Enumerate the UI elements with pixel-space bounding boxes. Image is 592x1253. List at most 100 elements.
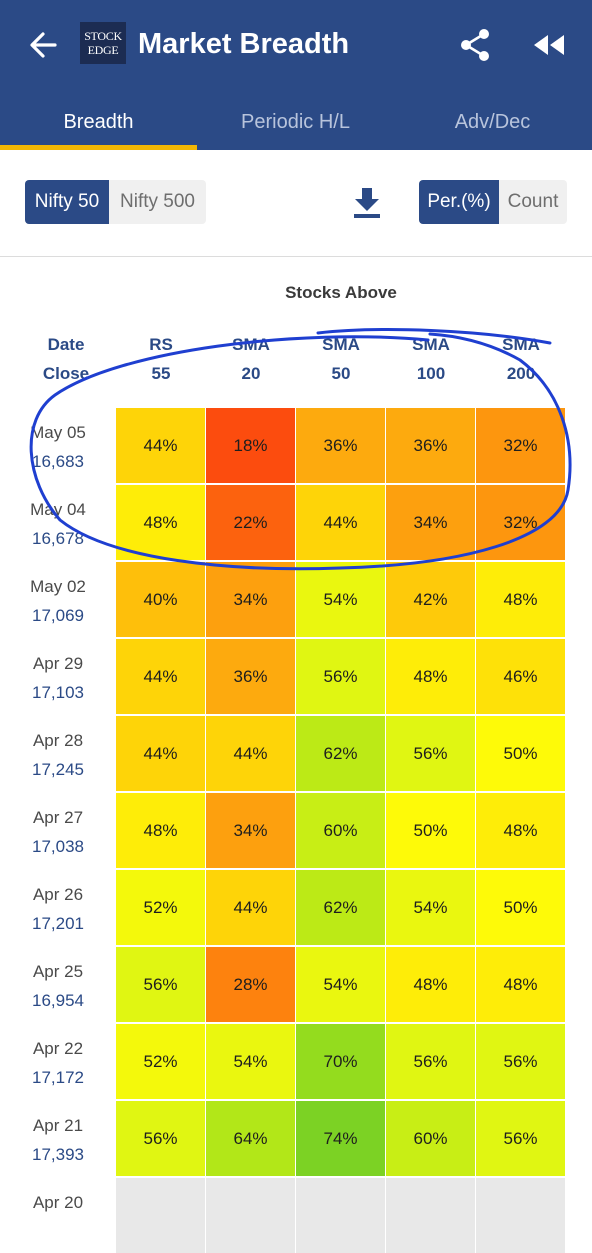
heatmap-cell[interactable]: 60% [386,1101,475,1176]
row-close: 17,201 [32,914,84,933]
heatmap-cell[interactable] [116,1178,205,1253]
count-button[interactable]: Count [499,180,567,224]
heatmap-cell[interactable]: 54% [296,947,385,1022]
heatmap-cell[interactable]: 50% [476,716,565,791]
share-icon [461,29,489,61]
row-date: Apr 26 [32,885,84,904]
row-date: May 05 [30,423,86,442]
row-close: 17,069 [32,606,84,625]
heatmap-cell[interactable]: 56% [386,1024,475,1099]
row-close: 17,172 [32,1068,84,1087]
percent-button[interactable]: Per.(%) [419,180,499,224]
heatmap-cell[interactable]: 56% [116,947,205,1022]
row-close: 17,103 [32,683,84,702]
heatmap-cell[interactable]: 50% [386,793,475,868]
heatmap-cell[interactable]: 36% [206,639,295,714]
tab-adv-dec[interactable]: Adv/Dec [454,110,531,133]
heatmap-cell[interactable]: 54% [206,1024,295,1099]
heatmap-cell[interactable]: 70% [296,1024,385,1099]
download-button[interactable] [350,184,384,222]
heatmap-cell[interactable] [296,1178,385,1253]
mode-toggle: Per.(%) Count [419,180,567,224]
heatmap-cell[interactable]: 42% [386,562,475,637]
heatmap-cell[interactable]: 36% [296,408,385,483]
row-close: 17,038 [32,837,84,856]
row-date-close: Apr 20 [0,1188,116,1217]
heatmap-cell[interactable]: 44% [206,870,295,945]
heatmap-cell[interactable]: 44% [296,485,385,560]
back-arrow-icon [30,32,57,58]
heatmap-cell[interactable]: 48% [386,947,475,1022]
heatmap-cell[interactable]: 36% [386,408,475,483]
heatmap-cell[interactable]: 48% [116,793,205,868]
heatmap-cell[interactable]: 48% [386,639,475,714]
heatmap-cell[interactable]: 44% [116,716,205,791]
heatmap-cell[interactable]: 56% [476,1101,565,1176]
row-date-close: May 04 16,678 [0,495,116,553]
heatmap-cell[interactable]: 44% [206,716,295,791]
column-header: RS 55 [149,335,173,383]
heatmap-cell[interactable]: 34% [386,485,475,560]
column-header: SMA 20 [232,335,270,383]
row-date-close: Apr 29 17,103 [0,649,116,707]
row-date: Apr 22 [32,1039,84,1058]
heatmap-cell[interactable]: 48% [116,485,205,560]
share-button[interactable] [456,26,494,64]
download-icon [354,188,380,218]
heatmap-cell[interactable]: 60% [296,793,385,868]
heatmap-cell[interactable]: 54% [386,870,475,945]
heatmap-cell[interactable]: 64% [206,1101,295,1176]
heatmap-cell[interactable]: 56% [476,1024,565,1099]
heatmap-cell[interactable]: 62% [296,870,385,945]
heatmap-cell[interactable]: 32% [476,408,565,483]
heatmap-cell[interactable]: 48% [476,947,565,1022]
heatmap-cell[interactable]: 52% [116,870,205,945]
row-date-close: May 02 17,069 [0,572,116,630]
heatmap-cell[interactable]: 34% [206,562,295,637]
heatmap-cell[interactable]: 62% [296,716,385,791]
heatmap-cell[interactable]: 56% [386,716,475,791]
row-close: 17,393 [32,1145,84,1164]
heatmap-cell[interactable]: 48% [476,793,565,868]
heatmap-cell[interactable]: 28% [206,947,295,1022]
filter-toolbar: Nifty 50 Nifty 500 Per.(%) Count [0,150,592,257]
heatmap-cell[interactable]: 44% [116,408,205,483]
nifty-500-button[interactable]: Nifty 500 [109,180,206,224]
row-date: Apr 20 [32,1193,84,1212]
tab-breadth[interactable]: Breadth [0,94,197,150]
heatmap-cell[interactable]: 34% [206,793,295,868]
heatmap-cell[interactable]: 18% [206,408,295,483]
tab-periodic-hl[interactable]: Periodic H/L [241,110,350,133]
rewind-icon [534,35,564,55]
app-bar: STOCK EDGE Market Breadth Breadth Period… [0,0,592,150]
heatmap-cell[interactable]: 54% [296,562,385,637]
heatmap-cell[interactable]: 50% [476,870,565,945]
heatmap-cell[interactable]: 56% [116,1101,205,1176]
row-date: May 02 [30,577,86,596]
row-date-close: Apr 28 17,245 [0,726,116,784]
row-date-close: Apr 21 17,393 [0,1111,116,1169]
heatmap-cell[interactable]: 52% [116,1024,205,1099]
column-header: SMA 100 [412,335,450,383]
row-date-close: Apr 26 17,201 [0,880,116,938]
heatmap-cell[interactable]: 56% [296,639,385,714]
heatmap-cell[interactable] [206,1178,295,1253]
heatmap-cell[interactable]: 44% [116,639,205,714]
nifty-50-button[interactable]: Nifty 50 [25,180,109,224]
heatmap-cell[interactable]: 40% [116,562,205,637]
row-close: 16,954 [32,991,84,1010]
back-button[interactable] [22,28,64,62]
row-close: 16,678 [32,529,84,548]
row-date-close: Apr 22 17,172 [0,1034,116,1092]
heatmap-cell[interactable]: 22% [206,485,295,560]
heatmap-cell[interactable]: 46% [476,639,565,714]
rewind-button[interactable] [528,28,570,62]
heatmap-cell[interactable]: 74% [296,1101,385,1176]
row-date: May 04 [30,500,86,519]
row-date: Apr 29 [32,654,84,673]
heatmap-cell[interactable] [386,1178,475,1253]
heatmap-cell[interactable]: 48% [476,562,565,637]
heatmap-cell[interactable] [476,1178,565,1253]
stockedge-logo: STOCK EDGE [80,22,126,64]
heatmap-cell[interactable]: 32% [476,485,565,560]
